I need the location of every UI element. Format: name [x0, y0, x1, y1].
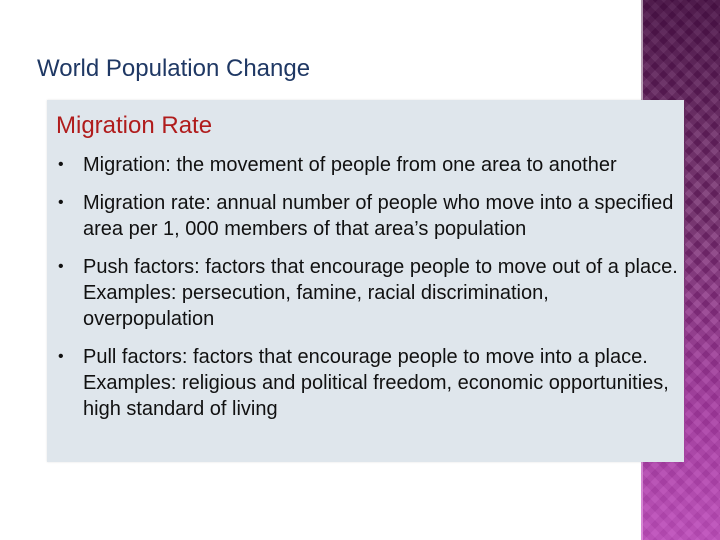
- bullet-text: the movement of people from one area to …: [170, 154, 617, 176]
- page-title: World Population Change: [37, 55, 311, 82]
- content-box: Migration Rate • Migration: the movement …: [47, 100, 684, 462]
- bullet-item-push-factors: • Push factors: factors that encourage pe…: [56, 254, 680, 332]
- bullet-marker: •: [58, 156, 64, 173]
- bullet-text: Push factors: factors that encourage peo…: [83, 256, 678, 330]
- bullet-text: Pull factors: factors that encourage peo…: [83, 346, 669, 420]
- bullet-marker: •: [58, 258, 64, 275]
- bullet-list: • Migration: the movement of people from …: [56, 152, 680, 434]
- bullet-item-migration-rate: • Migration rate: annual number of people…: [56, 190, 680, 242]
- bullet-marker: •: [58, 194, 64, 211]
- bullet-text: Migration rate: annual number of people …: [83, 192, 674, 240]
- bullet-term: Migration:: [83, 154, 171, 176]
- bullet-marker: •: [58, 348, 64, 365]
- section-heading: Migration Rate: [56, 112, 213, 139]
- bullet-item-migration: • Migration: the movement of people from …: [56, 152, 680, 178]
- bullet-item-pull-factors: • Pull factors: factors that encourage pe…: [56, 344, 680, 422]
